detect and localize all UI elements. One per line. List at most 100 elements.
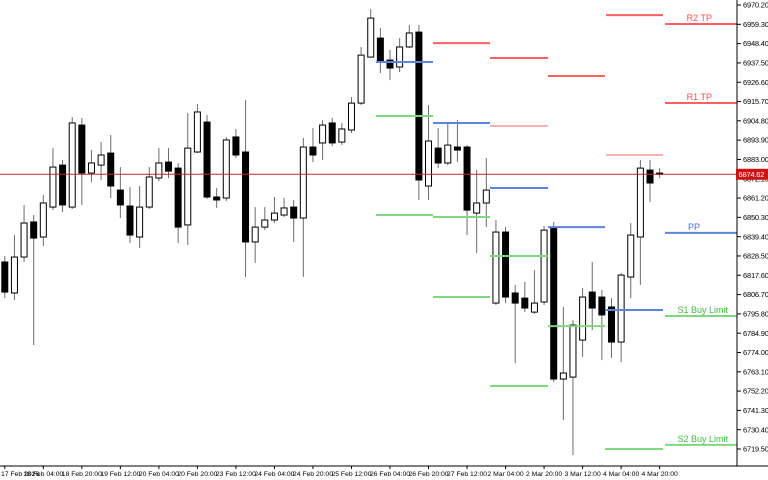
candle-body-bear	[203, 121, 211, 198]
candle-body-bull	[299, 146, 307, 219]
candle-body-bear	[242, 151, 250, 243]
time-tick-label: 17 Feb 2026	[1, 471, 39, 478]
candle-body-bull	[20, 222, 28, 258]
candle-body-bear	[376, 37, 384, 63]
price-tick-label: 6752.20	[743, 387, 768, 396]
candle-body-bull	[49, 166, 57, 208]
price-tick-label: 6926.60	[743, 78, 768, 87]
price-tick-label: 6741.30	[743, 406, 768, 415]
price-tick-label: 6937.50	[743, 59, 768, 68]
candle-body-bear	[165, 161, 173, 172]
current-price-badge-box	[736, 168, 768, 180]
price-tick-label: 6861.20	[743, 194, 768, 203]
price-tick-label: 6763.10	[743, 367, 768, 376]
candle-body-bear	[213, 196, 221, 201]
time-tick-label: 4 Mar 20:00	[641, 471, 677, 478]
price-tick-label: 6828.50	[743, 252, 768, 261]
time-tick-label: 20 Feb 20:00	[177, 471, 217, 478]
time-tick-label: 24 Feb 20:00	[293, 471, 333, 478]
price-tick-label: 6719.50	[743, 445, 768, 454]
candle-body-bear	[30, 221, 38, 239]
time-tick-label: 27 Feb 12:00	[447, 471, 487, 478]
price-tick-label: 6774.00	[743, 348, 768, 357]
candle-body-bull	[97, 154, 105, 166]
time-tick-label: 26 Feb 04:00	[370, 471, 410, 478]
candle-body-bear	[126, 205, 134, 236]
candle-body-bull	[405, 32, 413, 48]
candle-body-bull	[636, 167, 644, 238]
candles-layer	[1, 9, 664, 456]
candle-body-bull	[338, 128, 346, 143]
candle-body-bear	[107, 152, 115, 187]
price-tick-label: 6806.70	[743, 290, 768, 299]
price-tick-label: 6883.00	[743, 155, 768, 164]
price-tick-label: 6959.30	[743, 20, 768, 29]
candle-body-bear	[232, 136, 240, 156]
price-tick-label: 6730.40	[743, 425, 768, 434]
candle-body-bull	[473, 202, 481, 214]
candle-body-bear	[328, 122, 336, 144]
candle-body-bear	[511, 292, 519, 304]
candle-body-bull	[579, 296, 587, 341]
price-tick-label: 6817.60	[743, 271, 768, 280]
candle-body-bull	[222, 139, 230, 199]
candle-body-bear	[290, 206, 298, 219]
candle-body-bull	[68, 122, 76, 208]
price-tick-label: 6839.40	[743, 232, 768, 241]
candle-body-bear	[502, 231, 510, 298]
candle-body-bull	[251, 226, 259, 243]
candle-body-bull	[87, 162, 95, 174]
candle-body-bull	[184, 147, 192, 226]
candle-body-bull	[319, 124, 327, 144]
time-tick-label: 19 Feb 12:00	[100, 471, 140, 478]
candle-body-bull	[627, 234, 635, 278]
candle-body-bear	[434, 147, 442, 164]
pivot-rays-layer: R2 TP R1 TP PP S1 Buy Limit S2 Buy Limit	[665, 13, 737, 446]
time-tick-label: 18 Feb 04:00	[23, 471, 63, 478]
candle-body-bull	[357, 54, 365, 104]
candle-body-bull	[569, 324, 577, 378]
candle-body-bull	[10, 256, 18, 294]
candle-body-bull	[617, 274, 625, 343]
price-tick-label: 6970.20	[743, 1, 768, 10]
candle-body-bull	[261, 219, 269, 228]
price-tick-label: 6850.30	[743, 213, 768, 222]
candle-body-bear	[59, 164, 67, 206]
candle-body-bear	[521, 297, 529, 309]
candle-body-bear	[463, 146, 471, 211]
candle-body-bear	[174, 167, 182, 228]
candle-body-bull	[482, 189, 490, 204]
price-tick-label: 6904.80	[743, 116, 768, 125]
candle-body-bear	[550, 227, 558, 380]
candle-body-bear	[1, 261, 9, 293]
time-tick-label: 2 Mar 20:00	[526, 471, 562, 478]
candle-body-bull	[492, 231, 500, 304]
candle-body-bull	[145, 176, 153, 208]
candle-body-bull	[444, 144, 452, 164]
candle-body-bear	[415, 31, 423, 181]
time-tick-label: 4 Mar 04:00	[603, 471, 639, 478]
time-tick-label: 25 Feb 12:00	[331, 471, 371, 478]
candle-body-bear	[78, 124, 86, 174]
candle-body-bull	[540, 229, 548, 303]
candle-body-bear	[646, 169, 654, 184]
candle-body-bull	[425, 140, 433, 187]
price-tick-label: 6948.40	[743, 39, 768, 48]
candle-body-bull	[530, 302, 538, 313]
time-tick-label: 24 Feb 04:00	[254, 471, 294, 478]
price-tick-label: 6915.70	[743, 97, 768, 106]
candle-body-bull	[396, 46, 404, 68]
price-tick-label: 6784.90	[743, 329, 768, 338]
candle-body-bull	[347, 102, 355, 131]
s1-buy-limit-label: S1 Buy Limit	[677, 305, 728, 315]
r1-tp-label: R1 TP	[687, 92, 712, 102]
candle-body-bull	[280, 207, 288, 216]
time-tick-label: 3 Mar 12:00	[564, 471, 600, 478]
candle-body-bull	[155, 162, 163, 179]
candle-body-bear	[598, 296, 606, 316]
time-tick-label: 23 Feb 12:00	[216, 471, 256, 478]
